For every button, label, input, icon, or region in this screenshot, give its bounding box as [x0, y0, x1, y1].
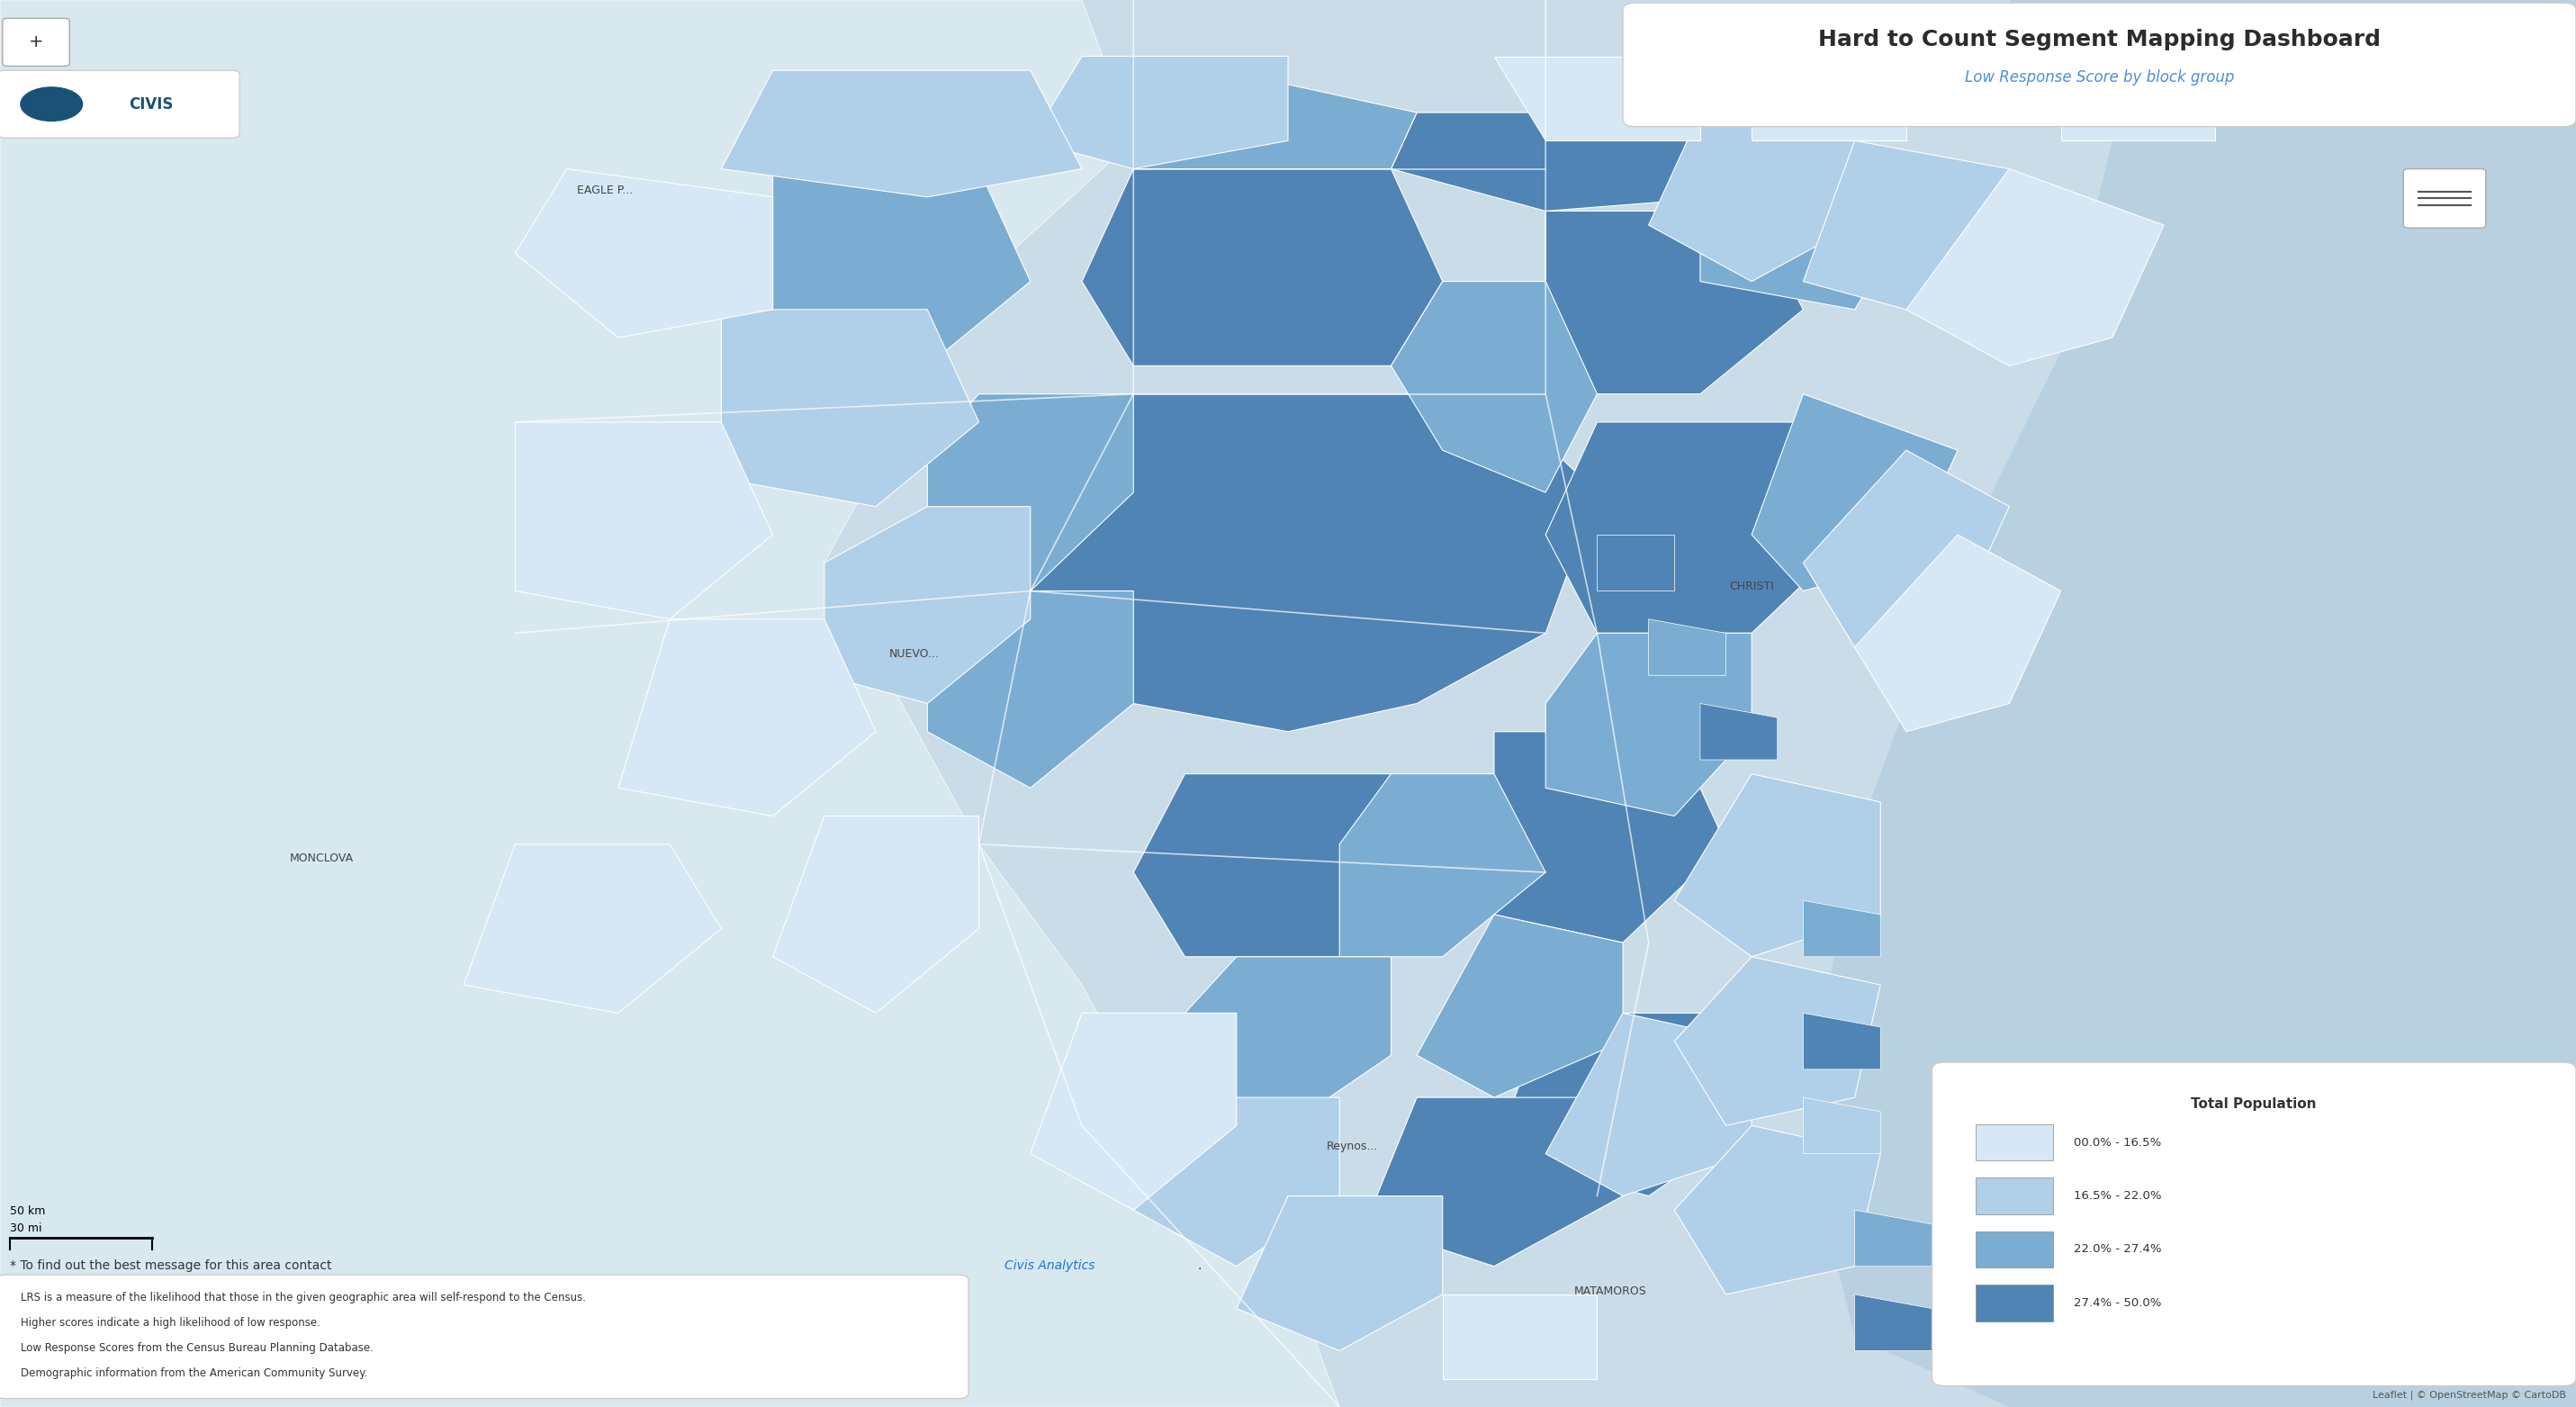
Text: NUEVO...: NUEVO...	[889, 649, 940, 660]
Polygon shape	[1417, 915, 1623, 1097]
Polygon shape	[515, 169, 773, 338]
Polygon shape	[1443, 1294, 1597, 1379]
FancyBboxPatch shape	[3, 72, 70, 120]
Polygon shape	[1649, 619, 1726, 675]
Polygon shape	[773, 169, 1030, 366]
Polygon shape	[1133, 84, 1417, 169]
Text: .: .	[1198, 1259, 1203, 1272]
Polygon shape	[721, 70, 1082, 197]
Text: −: −	[28, 87, 44, 104]
Polygon shape	[618, 619, 876, 816]
Text: 27.4% - 50.0%: 27.4% - 50.0%	[2074, 1297, 2161, 1309]
Polygon shape	[1674, 957, 1880, 1126]
Polygon shape	[1674, 1126, 1880, 1294]
FancyBboxPatch shape	[0, 70, 240, 138]
Polygon shape	[1365, 1097, 1623, 1266]
Text: 16.5% - 22.0%: 16.5% - 22.0%	[2074, 1190, 2161, 1202]
Polygon shape	[1752, 394, 1958, 591]
Text: Leaflet | © OpenStreetMap © CartoDB: Leaflet | © OpenStreetMap © CartoDB	[2372, 1390, 2566, 1400]
Polygon shape	[1391, 281, 1597, 492]
Polygon shape	[1803, 0, 2576, 1407]
Text: Hard to Count Segment Mapping Dashboard: Hard to Count Segment Mapping Dashboard	[1819, 28, 2380, 51]
Polygon shape	[1700, 704, 1777, 760]
Polygon shape	[1752, 56, 1906, 141]
Text: Demographic information from the American Community Survey.: Demographic information from the America…	[21, 1368, 368, 1379]
Polygon shape	[1030, 394, 1597, 732]
FancyBboxPatch shape	[3, 18, 70, 66]
Text: CIVIS: CIVIS	[129, 96, 173, 113]
Text: Total Population: Total Population	[2192, 1097, 2316, 1112]
Polygon shape	[1803, 1013, 1880, 1069]
Polygon shape	[1906, 169, 2164, 366]
Polygon shape	[1030, 1013, 1236, 1210]
Polygon shape	[1803, 1097, 1880, 1154]
Text: 22.0% - 27.4%: 22.0% - 27.4%	[2074, 1244, 2161, 1255]
FancyBboxPatch shape	[1976, 1178, 2053, 1214]
Polygon shape	[2061, 56, 2215, 141]
FancyBboxPatch shape	[1976, 1231, 2053, 1268]
FancyBboxPatch shape	[2403, 169, 2486, 228]
Polygon shape	[1546, 422, 1855, 633]
FancyBboxPatch shape	[1976, 1124, 2053, 1161]
Polygon shape	[1133, 1097, 1340, 1266]
Circle shape	[21, 87, 82, 121]
Polygon shape	[1236, 1196, 1443, 1351]
Polygon shape	[1700, 169, 1906, 310]
Polygon shape	[1494, 1013, 1752, 1196]
Text: +: +	[28, 34, 44, 51]
Polygon shape	[1803, 900, 1880, 957]
Polygon shape	[464, 844, 721, 1013]
Text: LRS is a measure of the likelihood that those in the given geographic area will : LRS is a measure of the likelihood that …	[21, 1292, 585, 1303]
Polygon shape	[1082, 169, 1443, 366]
Polygon shape	[1855, 1210, 1932, 1266]
Polygon shape	[1546, 1013, 1752, 1196]
Polygon shape	[1494, 56, 1700, 141]
Polygon shape	[927, 394, 1133, 591]
Text: MONCLOVA: MONCLOVA	[291, 853, 353, 864]
Polygon shape	[1391, 113, 1726, 211]
Text: 50 km: 50 km	[10, 1206, 46, 1217]
Polygon shape	[1030, 56, 1288, 169]
Text: Reynos...: Reynos...	[1327, 1141, 1378, 1152]
Polygon shape	[1494, 732, 1726, 943]
Text: Low Response Scores from the Census Bureau Planning Database.: Low Response Scores from the Census Bure…	[21, 1342, 374, 1354]
Polygon shape	[1546, 633, 1752, 816]
Polygon shape	[927, 591, 1133, 788]
Text: * To find out the best message for this area contact: * To find out the best message for this …	[10, 1259, 335, 1272]
Text: EAGLE P...: EAGLE P...	[577, 184, 634, 196]
Text: Civis Analytics: Civis Analytics	[1005, 1259, 1095, 1272]
Text: MATAMOROS: MATAMOROS	[1574, 1286, 1646, 1297]
FancyBboxPatch shape	[1932, 1062, 2576, 1386]
Polygon shape	[1855, 535, 2061, 732]
Polygon shape	[1597, 535, 1674, 591]
Polygon shape	[1855, 1294, 1932, 1351]
Polygon shape	[1803, 141, 2009, 310]
Polygon shape	[1649, 113, 1855, 281]
Text: Low Response Score by block group: Low Response Score by block group	[1965, 69, 2233, 86]
FancyBboxPatch shape	[1623, 3, 2576, 127]
FancyBboxPatch shape	[1976, 1285, 2053, 1321]
Polygon shape	[1133, 774, 1443, 957]
Polygon shape	[824, 507, 1030, 704]
Text: 30 mi: 30 mi	[10, 1223, 41, 1234]
Polygon shape	[1546, 211, 1803, 394]
FancyBboxPatch shape	[0, 1275, 969, 1399]
Polygon shape	[515, 422, 773, 619]
Polygon shape	[1803, 450, 2009, 647]
Polygon shape	[721, 310, 979, 507]
Polygon shape	[773, 816, 979, 1013]
Text: Higher scores indicate a high likelihood of low response.: Higher scores indicate a high likelihood…	[21, 1317, 319, 1328]
Polygon shape	[1340, 774, 1546, 957]
Polygon shape	[1185, 957, 1391, 1126]
Text: CHRISTI: CHRISTI	[1728, 581, 1775, 592]
Polygon shape	[0, 0, 1340, 1407]
Polygon shape	[1674, 774, 1880, 957]
Text: 00.0% - 16.5%: 00.0% - 16.5%	[2074, 1137, 2161, 1148]
